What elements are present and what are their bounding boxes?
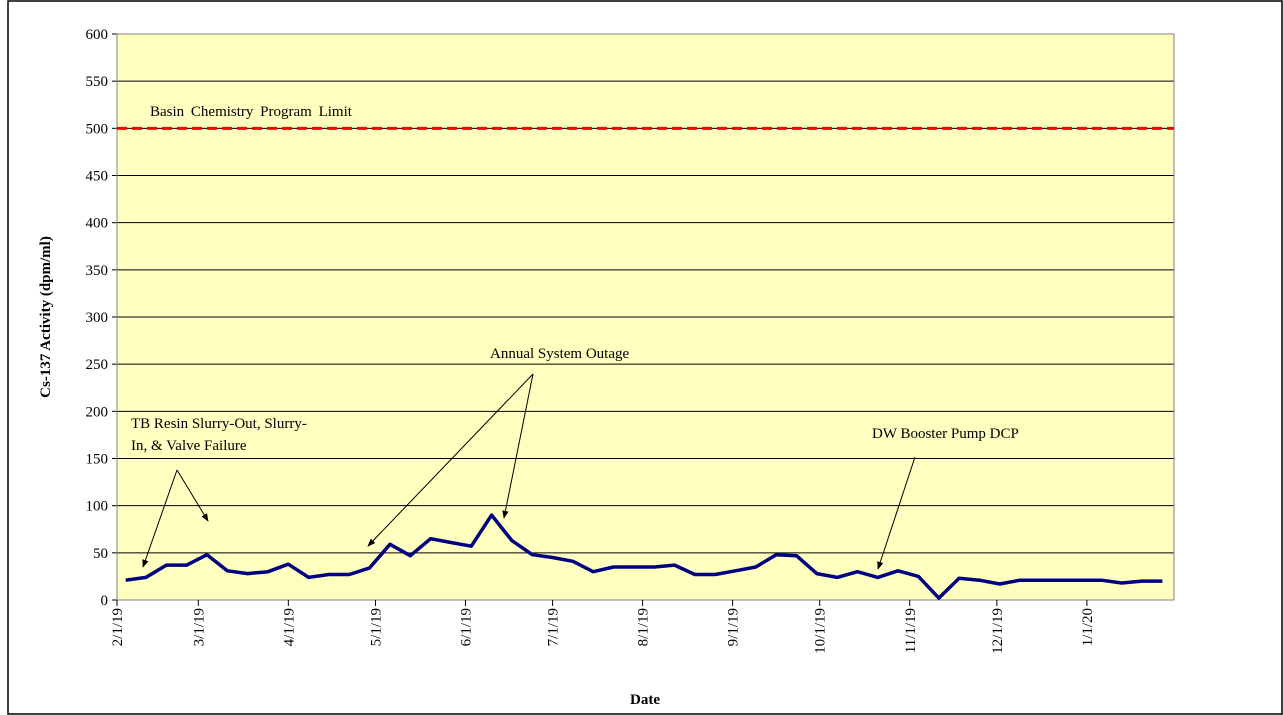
frame [7,0,1283,715]
annotation: DW Booster Pump DCP [872,426,1019,442]
y-tick-label: 350 [86,263,109,279]
y-tick-label: 150 [86,452,109,468]
data-line [125,513,1163,600]
x-tick-label: 6/1/19 [458,608,474,646]
y-tick-label: 600 [86,27,109,43]
y-tick-label: 300 [86,310,109,326]
x-tick-label: 2/1/19 [110,608,126,646]
annotation: In, & Valve Failure [131,438,247,454]
x-tick-label: 4/1/19 [281,608,297,646]
y-tick-label: 500 [86,121,109,137]
arrow [176,469,209,522]
annotation: TB Resin Slurry-Out, Slurry- [131,416,307,432]
x-tick-label: 10/1/19 [813,608,829,654]
limit-label: Basin Chemistry Program Limit [150,104,353,120]
arrow [877,456,916,570]
x-tick-label: 1/1/20 [1080,608,1096,646]
annotation: Annual System Outage [490,346,629,362]
y-tick-label: 400 [86,216,109,232]
y-tick-label: 0 [101,593,109,609]
arrow [142,469,178,568]
x-tick-label: 9/1/19 [726,608,742,646]
x-tick-label: 8/1/19 [636,608,652,646]
x-tick-label: 5/1/19 [368,608,384,646]
y-tick-label: 50 [93,546,108,562]
plot-border [116,33,1175,601]
x-tick-label: 7/1/19 [546,608,562,646]
annotation-arrows [142,373,916,570]
y-tick-label: 550 [86,74,109,90]
y-axis-title: Cs-137 Activity (dpm/ml) [38,236,54,398]
y-tick-label: 450 [86,169,109,185]
plot-area: 0 50 100 150 200 250 300 350 400 450 500 550 600 2/1/… [86,27,1175,654]
x-axis-title: Date [630,692,660,708]
x-tick-label: 11/1/19 [903,608,919,653]
y-tick-label: 250 [86,357,109,373]
y-tick-label: 100 [86,499,109,515]
arrow [502,373,534,519]
x-tick-label: 3/1/19 [191,608,207,646]
arrow [367,373,534,547]
y-tick-label: 200 [86,404,109,420]
x-tick-label: 12/1/19 [990,608,1006,654]
